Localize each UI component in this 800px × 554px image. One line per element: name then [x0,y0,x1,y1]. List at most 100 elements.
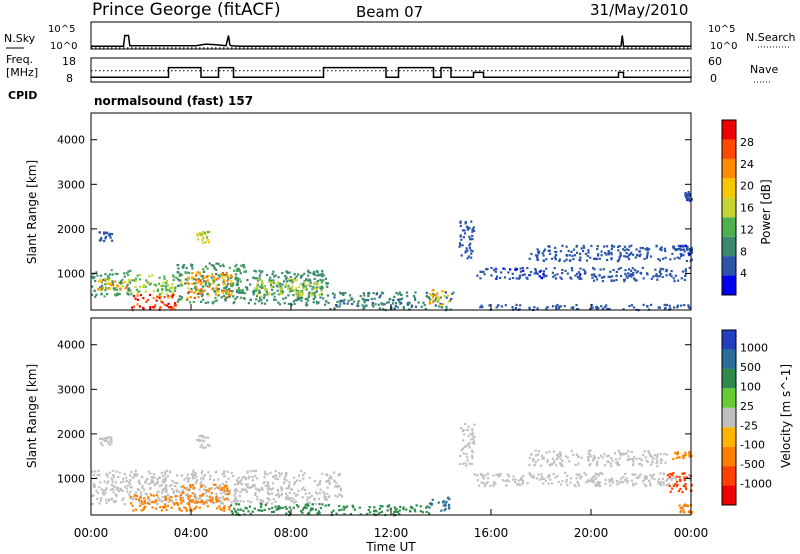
power-region-4-cell [202,298,205,301]
power-colorbar-segment-4 [722,197,736,218]
velocity-region-0-cell [128,493,131,496]
velocity-region-3-cell [263,508,266,511]
power-region-1-cell [108,282,111,285]
power-region-12-cell [556,273,559,276]
velocity-region-9-cell [683,479,686,482]
velocity-region-0-cell [148,502,152,505]
velocity-region-8-cell [592,459,595,462]
velocity-region-0-cell [158,485,161,488]
velocity-region-0-cell [230,472,233,475]
power-region-3-cell [165,293,168,296]
velocity-region-0-cell [295,479,298,482]
power-region-6-cell [253,277,256,280]
velocity-region-9-cell [685,487,688,490]
velocity-region-0-cell [166,475,169,478]
power-region-4-cell [215,299,218,302]
power-region-4-cell [240,291,243,294]
velocity-region-0-cell [95,476,98,479]
power-region-1-cell [124,280,127,284]
power-region-16-cell [201,234,204,237]
nsky-panel: N.Sky 10^5 10^0 10^5 10^0 N.Search [4,21,796,52]
power-region-8-cell [429,298,432,301]
power-region-14-cell [688,248,691,251]
power-region-6-cell [314,296,317,299]
power-region-13-cell [673,280,676,283]
power-region-8-cell [365,304,368,307]
power-region-0-cell [123,275,126,278]
power-region-14-cell [558,259,561,263]
power-region-8-cell [395,291,398,294]
power-region-8-cell [356,302,359,305]
velocity-region-0-cell [327,480,331,483]
power-region-17-cell [690,246,693,250]
power-region-10-cell [471,234,474,237]
velocity-region-5-cell [447,496,450,499]
velocity-region-3-cell [253,507,256,510]
velocity-region-7-cell [635,476,639,479]
velocity-region-0-cell [178,490,181,493]
power-region-10-cell [467,255,470,258]
velocity-region-0-cell [258,489,261,493]
velocity-region-0-cell [202,484,205,487]
power-region-7-cell [273,295,276,298]
power-region-4-cell [239,296,242,299]
power-region-3-cell [180,284,183,287]
power-region-4-cell [193,286,197,290]
velocity-region-8-cell [631,464,635,467]
velocity-region-0-cell [194,497,198,500]
power-region-14-cell [658,259,661,262]
velocity-region-7-cell [569,481,572,484]
velocity-region-0-cell [138,482,142,485]
power-colorbar-tick-2: 12 [740,223,754,236]
power-region-3-cell [161,291,164,294]
power-region-11-cell [588,308,592,311]
velocity-region-13-cell [109,440,112,443]
power-region-10-cell [468,235,471,238]
velocity-region-8-cell [575,453,578,456]
velocity-region-8-cell [619,454,622,457]
velocity-region-3-cell [230,510,233,513]
velocity-region-0-cell [98,502,101,505]
power-region-1-cell [124,287,127,290]
power-region-12-cell [533,272,536,275]
power-region-13-cell [592,279,596,282]
power-region-2-cell [161,301,164,304]
power-region-11-cell [632,306,636,309]
power-region-4-cell [229,284,233,288]
velocity-region-2-cell [194,500,197,503]
power-colorbar-segment-7 [722,139,736,159]
velocity-region-8-cell [609,462,612,465]
velocity-region-2-cell [226,487,229,490]
velocity-region-0-cell [151,479,154,482]
power-region-1-cell [109,287,112,290]
power-region-16-cell [201,239,204,242]
velocity-region-5-cell [448,507,451,510]
velocity-region-7-cell [579,477,582,480]
power-region-2-cell [152,306,155,309]
power-region-8-cell [379,294,382,297]
velocity-region-0-cell [122,480,125,483]
velocity-region-8-cell [664,461,667,464]
power-region-3-cell [162,281,165,284]
velocity-region-0-cell [129,497,132,500]
power-region-8-cell [450,297,453,301]
velocity-region-0-cell [328,477,331,480]
power-region-14-cell [626,255,630,258]
velocity-region-0-cell [280,494,283,497]
velocity-region-0-cell [205,499,208,502]
power-region-1-cell [116,285,119,288]
power-region-6-cell [320,293,323,296]
velocity-region-8-cell [632,462,635,465]
power-region-6-cell [269,276,272,279]
power-region-14-cell [634,256,637,259]
time-tick-label-3: 12:00 [374,526,409,540]
velocity-region-7-cell [650,477,653,480]
power-region-0-cell [104,279,107,282]
power-region-7-cell [295,287,298,290]
power-region-14-cell [585,259,589,262]
velocity-region-12-cell [202,446,205,450]
velocity-region-0-cell [153,484,156,487]
power-region-6-cell [252,276,255,279]
power-region-0-cell [102,278,105,281]
velocity-region-6-cell [466,443,469,447]
